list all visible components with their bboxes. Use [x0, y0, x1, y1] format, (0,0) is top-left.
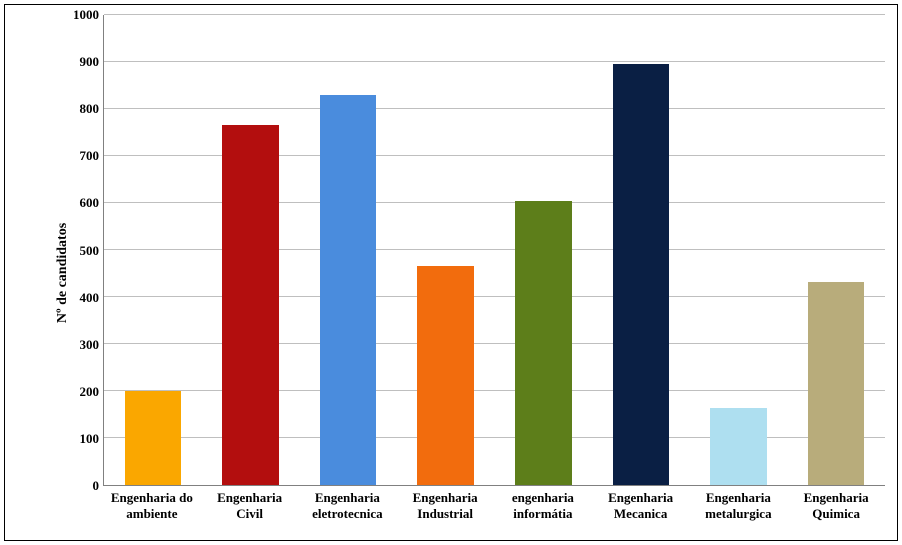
bars-group	[104, 15, 885, 485]
y-tick: 100	[80, 431, 100, 447]
x-label: Engenharia doambiente	[103, 490, 201, 534]
x-label: EngenhariaMecanica	[592, 490, 690, 534]
y-tick: 700	[80, 148, 100, 164]
y-tick: 300	[80, 337, 100, 353]
chart-container: Nº de candidatos 0 100 200 300 400 500 6…	[4, 4, 898, 541]
x-label: EngenhariaQuimica	[787, 490, 885, 534]
x-label: engenhariainformátia	[494, 490, 592, 534]
bar-slot	[299, 15, 397, 485]
bar-slot	[592, 15, 690, 485]
y-tick: 400	[80, 290, 100, 306]
bar-engenharia-informatia	[515, 201, 572, 485]
bar-engenharia-industrial	[417, 266, 474, 485]
y-tick: 500	[80, 243, 100, 259]
bar-engenharia-do-ambiente	[125, 391, 182, 485]
bar-engenharia-quimica	[808, 282, 865, 485]
bar-engenharia-eletrotecnica	[320, 95, 377, 485]
x-axis-labels: Engenharia doambiente EngenhariaCivil En…	[103, 490, 885, 534]
y-tick: 800	[80, 101, 100, 117]
y-tick: 1000	[73, 7, 99, 23]
plot-area	[103, 15, 885, 486]
bar-engenharia-civil	[222, 125, 279, 485]
y-tick: 200	[80, 384, 100, 400]
bar-slot	[495, 15, 593, 485]
bar-slot	[202, 15, 300, 485]
bar-slot	[787, 15, 885, 485]
x-label: Engenhariaeletrotecnica	[299, 490, 397, 534]
bar-engenharia-mecanica	[613, 64, 670, 485]
x-label: EngenhariaIndustrial	[396, 490, 494, 534]
bar-slot	[690, 15, 788, 485]
bar-engenharia-metalurgica	[710, 408, 767, 485]
bar-slot	[397, 15, 495, 485]
y-tick: 900	[80, 54, 100, 70]
bar-slot	[104, 15, 202, 485]
y-tick: 600	[80, 195, 100, 211]
x-label: EngenhariaCivil	[201, 490, 299, 534]
x-label: Engenhariametalurgica	[690, 490, 788, 534]
plot-wrap: 0 100 200 300 400 500 600 700 800 900 10…	[69, 15, 885, 486]
y-axis-ticks: 0 100 200 300 400 500 600 700 800 900 10…	[69, 15, 103, 486]
y-tick: 0	[93, 478, 100, 494]
